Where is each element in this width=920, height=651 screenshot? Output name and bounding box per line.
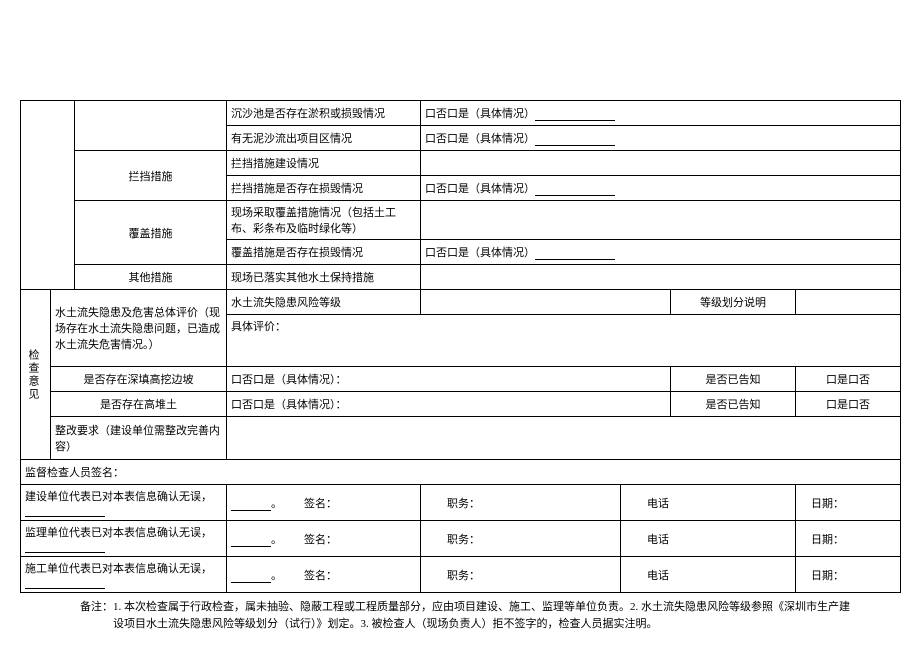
row-sign-build: 建设单位代表已对本表信息确认无误， 。 签名： 职务： 电话 日期：	[21, 485, 901, 521]
cell-value	[421, 265, 901, 290]
cell-value	[421, 151, 901, 176]
cell-label: 有无泥沙流出项目区情况	[227, 126, 421, 151]
cell-label: 拦挡措施是否存在损毁情况	[227, 176, 421, 201]
cell-other-measure: 其他措施	[75, 265, 227, 290]
cell-risk-level-value	[421, 290, 671, 315]
row-deep-fill: 是否存在深填高挖边坡 口否口是（具体情况）： 是否已告知 口是口否	[21, 367, 901, 392]
cell-informed-label: 是否已告知	[671, 392, 796, 417]
cell-tel: 电话	[621, 557, 796, 593]
cell-date: 日期：	[796, 557, 901, 593]
cell-label: 沉沙池是否存在淤积或损毁情况	[227, 101, 421, 126]
inspection-table: 沉沙池是否存在淤积或损毁情况 口否口是（具体情况） 有无泥沙流出项目区情况 口否…	[20, 100, 901, 593]
cell-yesno: 口是口否	[796, 392, 901, 417]
cell-level-desc-label: 等级划分说明	[671, 290, 796, 315]
row-high-pile: 是否存在高堆土 口否口是（具体情况）： 是否已告知 口是口否	[21, 392, 901, 417]
cell-cover-measure: 覆盖措施	[75, 201, 227, 265]
row-risk-level: 检查意见 水土流失隐患及危害总体评价（现场存在水土流失隐患问题，已造成水土流失危…	[21, 290, 901, 315]
cell-risk-level-label: 水土流失隐患风险等级	[227, 290, 421, 315]
cell-label: 覆盖措施是否存在损毁情况	[227, 240, 421, 265]
cell-sign-supervisor: 监督检查人员签名：	[21, 460, 901, 485]
cell-label: 现场已落实其他水土保持措施	[227, 265, 421, 290]
cell-checkbox: 口否口是（具体情况）：	[227, 392, 671, 417]
cell-checkbox: 口否口是（具体情况）	[421, 240, 901, 265]
cell-tel: 电话	[621, 485, 796, 521]
cell-period-sign: 。 签名：	[227, 485, 421, 521]
cell-checkbox: 口否口是（具体情况）：	[227, 367, 671, 392]
row-rectify: 整改要求（建设单位需整改完善内容）	[21, 417, 901, 460]
cell-period-sign: 。 签名：	[227, 557, 421, 593]
cell-checkbox: 口否口是（具体情况）	[421, 126, 901, 151]
cell-deepfill-label: 是否存在深填高挖边坡	[51, 367, 227, 392]
cell-overall-eval-label: 水土流失隐患及危害总体评价（现场存在水土流失隐患问题，已造成水土流失危害情况。）	[51, 290, 227, 367]
cell-tel: 电话	[621, 521, 796, 557]
upper-left-blank	[21, 101, 75, 290]
cell-label: 拦挡措施建设情况	[227, 151, 421, 176]
cell-barrier-measure: 拦挡措施	[75, 151, 227, 201]
cell-rectify-value	[227, 417, 901, 460]
cell-blank	[75, 101, 227, 151]
cell-level-desc-value	[796, 290, 901, 315]
row-barrier-1: 拦挡措施 拦挡措施建设情况	[21, 151, 901, 176]
cell-confirm: 建设单位代表已对本表信息确认无误，	[21, 485, 227, 521]
cell-opinion-label: 检查意见	[21, 290, 51, 460]
cell-date: 日期：	[796, 485, 901, 521]
cell-period-sign: 。 签名：	[227, 521, 421, 557]
cell-checkbox: 口否口是（具体情况）	[421, 176, 901, 201]
cell-date: 日期：	[796, 521, 901, 557]
cell-eval-detail: 具体评价：	[227, 315, 901, 367]
row-sediment-pond: 沉沙池是否存在淤积或损毁情况 口否口是（具体情况）	[21, 101, 901, 126]
cell-checkbox: 口否口是（具体情况）	[421, 101, 901, 126]
cell-duty: 职务：	[421, 557, 621, 593]
cell-duty: 职务：	[421, 485, 621, 521]
row-cover-1: 覆盖措施 现场采取覆盖措施情况（包括土工布、彩条布及临时绿化等）	[21, 201, 901, 240]
cell-yesno: 口是口否	[796, 367, 901, 392]
row-other: 其他措施 现场已落实其他水土保持措施	[21, 265, 901, 290]
cell-label: 现场采取覆盖措施情况（包括土工布、彩条布及临时绿化等）	[227, 201, 421, 240]
cell-value	[421, 201, 901, 240]
cell-informed-label: 是否已告知	[671, 367, 796, 392]
footnote: 备注：1. 本次检查属于行政检查，属未抽验、隐蔽工程或工程质量部分，应由项目建设…	[53, 593, 900, 632]
cell-rectify-label: 整改要求（建设单位需整改完善内容）	[51, 417, 227, 460]
cell-duty: 职务：	[421, 521, 621, 557]
row-sign-construct-unit: 施工单位代表已对本表信息确认无误， 。 签名： 职务： 电话 日期：	[21, 557, 901, 593]
cell-confirm: 施工单位代表已对本表信息确认无误，	[21, 557, 227, 593]
row-sign-supervise-unit: 监理单位代表已对本表信息确认无误， 。 签名： 职务： 电话 日期：	[21, 521, 901, 557]
row-sign-supervisor: 监督检查人员签名：	[21, 460, 901, 485]
cell-confirm: 监理单位代表已对本表信息确认无误，	[21, 521, 227, 557]
cell-highpile-label: 是否存在高堆土	[51, 392, 227, 417]
